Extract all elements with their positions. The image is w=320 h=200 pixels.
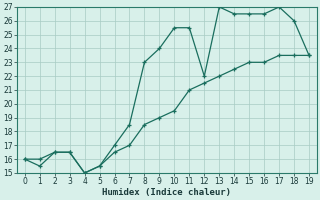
X-axis label: Humidex (Indice chaleur): Humidex (Indice chaleur) [102, 188, 231, 197]
